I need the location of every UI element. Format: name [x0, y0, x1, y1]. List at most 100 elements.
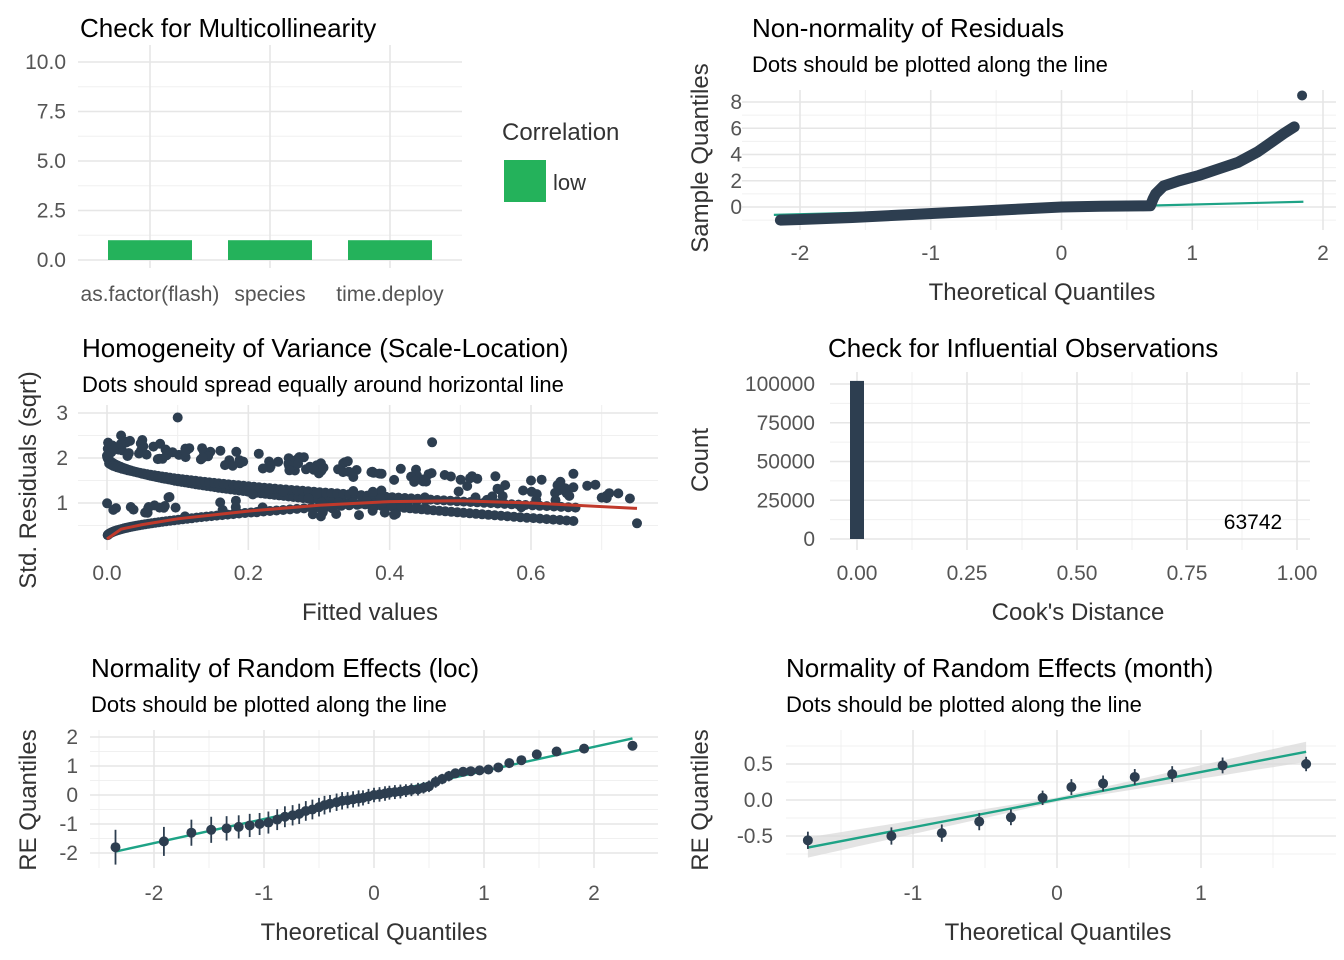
scale-location-point: [308, 464, 319, 475]
scale-location-point: [234, 458, 245, 469]
scale-location-point: [374, 468, 385, 479]
scale-location-point: [389, 509, 400, 520]
scale-location-point: [367, 486, 378, 497]
scale-location-x-tick-label: 0.0: [92, 562, 121, 585]
scale-location-point: [152, 454, 163, 465]
scale-location-point: [338, 467, 349, 478]
cooks-distance-x-tick-label: 0.50: [1057, 562, 1098, 585]
scale-location-point: [315, 511, 326, 522]
re-loc-y-tick-label: -1: [59, 813, 78, 836]
scale-location-point: [395, 463, 406, 474]
scale-location-point: [518, 485, 529, 496]
scale-location-point: [396, 501, 407, 512]
re-loc-point: [206, 824, 217, 835]
scale-location-points: [102, 412, 642, 541]
scale-location-point: [149, 500, 160, 511]
scale-location-point: [163, 492, 174, 503]
re-loc-point: [221, 823, 232, 834]
re-month-point: [974, 816, 985, 827]
scale-location-point: [516, 502, 527, 513]
cooks-distance-y-tick-label: 50000: [757, 451, 815, 474]
scale-location-point: [253, 448, 264, 459]
scale-location-point: [386, 501, 397, 512]
scale-location-point: [467, 471, 477, 482]
scale-location-point: [445, 471, 456, 482]
re-loc-y-tick-label: -2: [59, 842, 78, 865]
re-loc-x-axis-label: Theoretical Quantiles: [261, 919, 488, 946]
scale-location-point: [128, 504, 139, 515]
cooks-distance-y-tick-label: 0: [803, 528, 815, 551]
cooks-distance-panel: 0 25000 50000 75000 100000 0.00 0.25 0.50 0.75 1…: [687, 333, 1317, 626]
vif-bars: [108, 240, 432, 260]
re-loc-point: [186, 827, 197, 838]
cooks-distance-y-tick-label: 100000: [745, 373, 815, 396]
re-loc-x-tick-label: -2: [145, 882, 164, 905]
re-loc-point: [279, 811, 290, 822]
scale-location-point: [568, 482, 579, 493]
qq-y-axis-label: Sample Quantiles: [687, 63, 714, 252]
scale-location-point: [497, 491, 508, 502]
scale-location-point: [197, 443, 208, 454]
re-loc-y-tick-label: 0: [66, 784, 78, 807]
scale-location-point: [263, 485, 274, 496]
cooks-distance-y-tick-label: 25000: [757, 489, 815, 512]
scale-location-point: [298, 452, 309, 463]
scale-location-point: [376, 485, 387, 496]
scale-location-point: [123, 448, 134, 459]
cooks-distance-bars: [850, 380, 864, 539]
cooks-distance-x-tick-label: 0.25: [947, 562, 988, 585]
scale-location-loess-line: [106, 499, 638, 541]
cooks-distance-x-tick-label: 1.00: [1277, 562, 1318, 585]
scale-location-y-tick-label: 2: [56, 447, 68, 470]
qq-y-tick-label: 0: [730, 196, 742, 219]
scale-location-y-tick-label: 1: [56, 492, 68, 515]
re-month-subtitle: Dots should be plotted along the line: [786, 692, 1142, 717]
re-loc-points: [110, 740, 638, 865]
scale-location-point: [604, 488, 615, 499]
qq-subtitle: Dots should be plotted along the line: [752, 52, 1108, 77]
re-month-x-axis-label: Theoretical Quantiles: [945, 919, 1172, 946]
re-loc-point: [465, 766, 476, 777]
vif-y-tick-label: 5.0: [37, 150, 66, 173]
scale-location-point: [303, 493, 314, 504]
scale-location-x-axis-label: Fitted values: [302, 599, 438, 626]
cooks-distance-x-axis-label: Cook's Distance: [992, 599, 1165, 626]
re-month-point: [1098, 778, 1109, 789]
cooks-distance-x-tick-label: 0.75: [1167, 562, 1208, 585]
scale-location-point: [490, 471, 501, 482]
re-loc-point: [233, 821, 244, 832]
scale-location-point: [108, 443, 119, 454]
re-loc-x-tick-label: 1: [478, 882, 490, 905]
qq-y-tick-label: 6: [730, 117, 742, 140]
re-month-point: [1005, 812, 1016, 823]
re-loc-point: [450, 768, 461, 779]
scale-location-y-tick-label: 3: [56, 402, 68, 425]
scale-location-point: [140, 507, 151, 518]
re-loc-point: [474, 765, 485, 776]
re-loc-y-axis-label: RE Quantiles: [15, 729, 42, 870]
vif-legend-title: Correlation: [502, 119, 619, 146]
scale-location-point: [231, 446, 242, 457]
scale-location-x-tick-label: 0.4: [375, 562, 405, 585]
scale-location-point: [215, 497, 226, 508]
scale-location-point: [550, 487, 561, 498]
qq-residual-points: [774, 121, 1300, 226]
re-loc-subtitle: Dots should be plotted along the line: [91, 692, 447, 717]
scale-location-point: [318, 462, 329, 473]
scale-location-point: [160, 444, 171, 455]
scale-location-point: [421, 476, 432, 487]
re-loc-point: [493, 762, 504, 773]
re-loc-point: [579, 743, 590, 754]
scale-location-point: [389, 474, 400, 485]
scale-location-point: [197, 452, 208, 463]
vif-legend-label-low: low: [553, 170, 586, 195]
scale-location-point: [115, 439, 126, 449]
scale-location-point: [172, 412, 183, 423]
re-loc-point: [531, 749, 542, 760]
qq-x-tick-label: -1: [921, 242, 940, 265]
scale-location-point: [331, 509, 342, 519]
re-month-points: [802, 756, 1312, 849]
scale-location-point: [215, 445, 226, 456]
re-loc-point: [244, 820, 255, 831]
scale-location-point: [257, 463, 268, 474]
